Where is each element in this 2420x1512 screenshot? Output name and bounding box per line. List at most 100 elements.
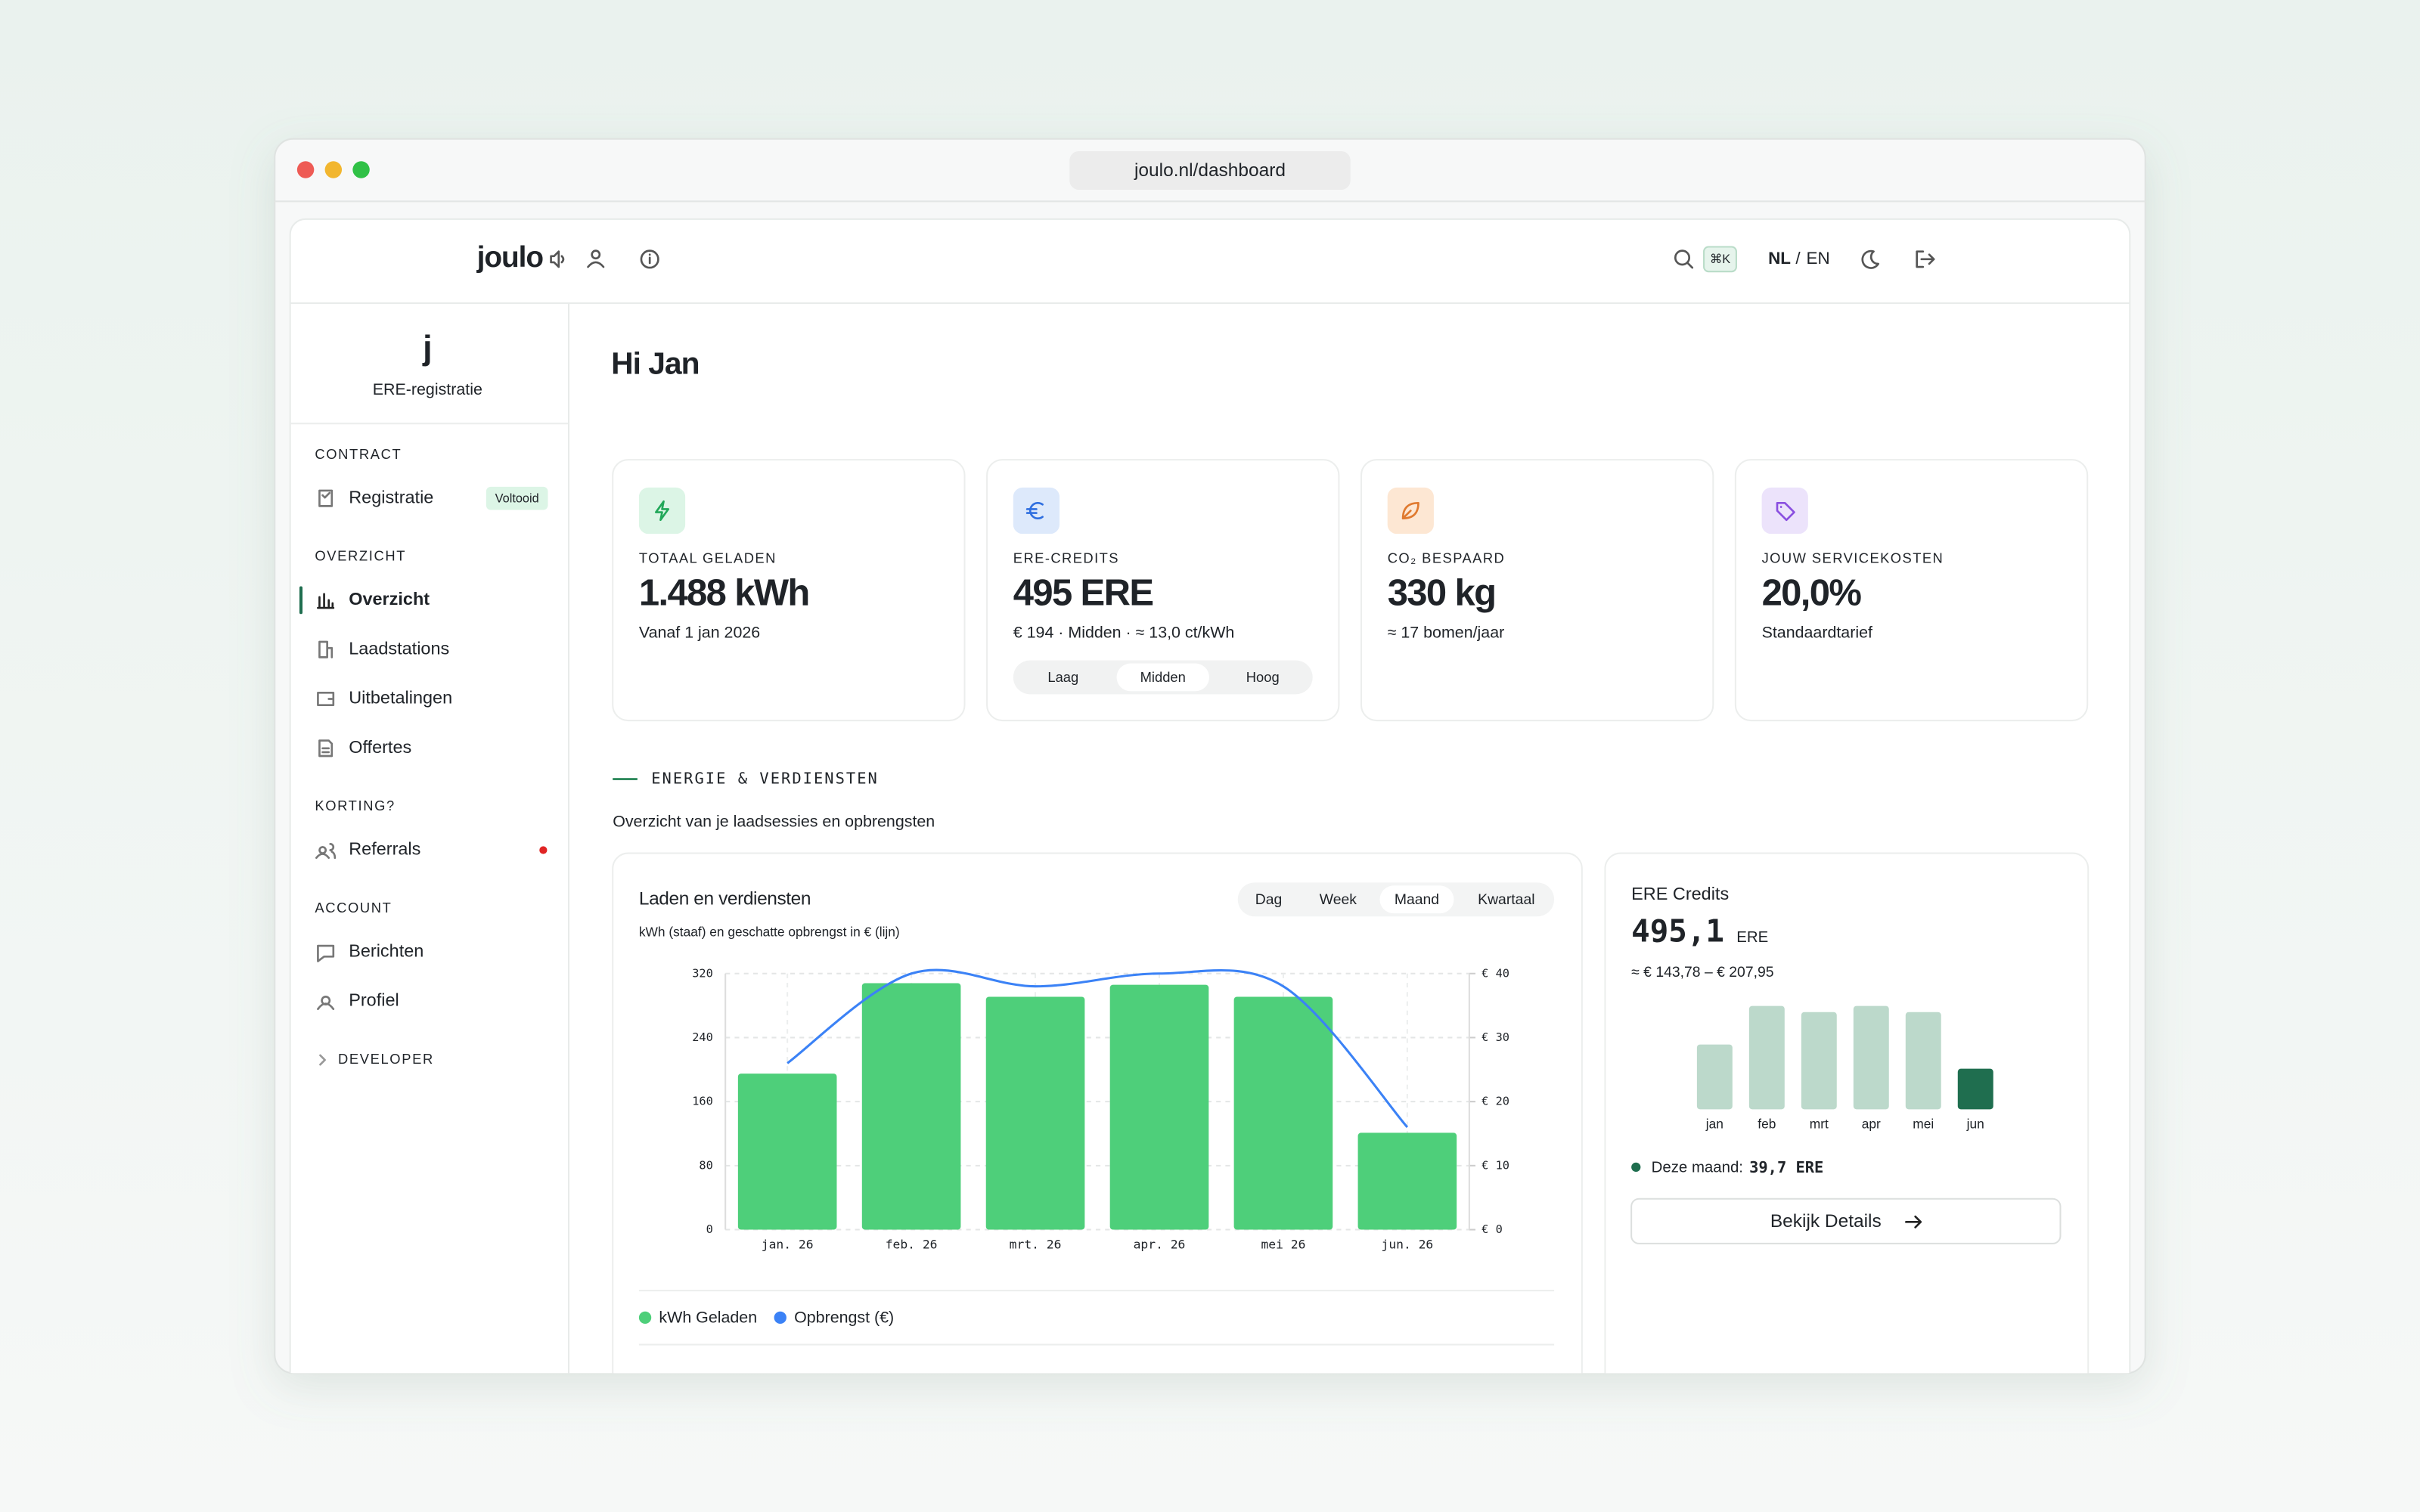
stat-icon bbox=[1025, 502, 1044, 519]
stat-icon bbox=[655, 500, 669, 522]
stat-label: ERE-CREDITS bbox=[1013, 550, 1119, 566]
sidebar-section-title: KORTING? bbox=[315, 798, 396, 813]
revenue-line bbox=[786, 968, 1409, 1129]
x-tick-label: jun. 26 bbox=[1382, 1237, 1434, 1251]
segment-active bbox=[1116, 663, 1209, 692]
theme-icon[interactable] bbox=[1861, 249, 1879, 269]
segment[interactable]: Hoog bbox=[1246, 669, 1280, 685]
stat-note: ≈ 17 bomen/jaar bbox=[1388, 623, 1505, 641]
bar bbox=[1233, 996, 1333, 1230]
nav-item[interactable]: Registratie bbox=[349, 487, 433, 507]
period-tab[interactable]: Week bbox=[1320, 891, 1357, 908]
nav-icon bbox=[318, 739, 334, 758]
nav-item[interactable]: Berichten bbox=[349, 940, 424, 960]
stat-card bbox=[612, 459, 966, 722]
bar bbox=[1357, 1132, 1457, 1230]
badge-bg bbox=[486, 486, 548, 510]
segment[interactable]: Laag bbox=[1047, 669, 1078, 685]
logout-icon[interactable] bbox=[1916, 250, 1935, 268]
credit-month: mei bbox=[1913, 1116, 1934, 1131]
stat-value: 20,0% bbox=[1762, 573, 1862, 614]
y2-tick-label: € 30 bbox=[1481, 1030, 1509, 1044]
chart-subtitle: kWh (staaf) en geschatte opbrengst in € … bbox=[639, 924, 900, 939]
sound-icon[interactable] bbox=[550, 250, 565, 268]
lang-en[interactable]: EN bbox=[1806, 249, 1829, 268]
x-tick-label: mei 26 bbox=[1261, 1237, 1305, 1251]
stat-value: 330 kg bbox=[1388, 573, 1496, 614]
nav-icon bbox=[315, 843, 337, 860]
stat-label: CO₂ BESPAARD bbox=[1388, 550, 1506, 566]
stat-label: JOUW SERVICEKOSTEN bbox=[1762, 550, 1944, 566]
close-dot[interactable] bbox=[296, 161, 315, 178]
stat-icon-bg bbox=[638, 487, 686, 534]
stat-icon bbox=[1776, 501, 1795, 522]
details-button-label: Bekijk Details bbox=[1770, 1211, 1882, 1232]
stat-value: 1.488 kWh bbox=[639, 573, 809, 614]
nav-item[interactable]: Profiel bbox=[349, 990, 399, 1010]
y-tick-label: 0 bbox=[706, 1222, 713, 1236]
section-subtitle: Overzicht van je laadsessies en opbrengs… bbox=[613, 812, 935, 830]
stat-icon bbox=[1401, 501, 1419, 520]
nav-item[interactable]: Offertes bbox=[349, 737, 411, 757]
x-tick-label: apr. 26 bbox=[1134, 1237, 1186, 1251]
credits-title: ERE Credits bbox=[1631, 884, 1729, 903]
credit-bar bbox=[1957, 1068, 1993, 1110]
credits-total: 495,1 bbox=[1631, 913, 1724, 950]
credit-bar bbox=[1905, 1012, 1941, 1110]
info-icon[interactable] bbox=[640, 249, 659, 269]
arrow-icon bbox=[1905, 1215, 1922, 1228]
expand-icon bbox=[319, 1054, 326, 1066]
stat-card bbox=[986, 459, 1340, 722]
nav-item[interactable]: Referrals bbox=[349, 839, 420, 859]
x-tick-label: mrt. 26 bbox=[1010, 1237, 1062, 1251]
developer-toggle[interactable]: DEVELOPER bbox=[338, 1051, 434, 1067]
current-value: 39,7 ERE bbox=[1749, 1158, 1823, 1176]
segment[interactable]: Midden bbox=[1140, 669, 1186, 685]
search-icon[interactable] bbox=[1674, 249, 1694, 269]
logo[interactable]: joulo bbox=[476, 241, 544, 274]
legend-swatch bbox=[774, 1311, 786, 1325]
nav-icon bbox=[318, 640, 334, 658]
bar bbox=[861, 983, 961, 1230]
lang-separator: / bbox=[1795, 249, 1801, 268]
section-title: ENERGIE & VERDIENSTEN bbox=[651, 770, 879, 788]
greeting: Hi Jan bbox=[611, 345, 699, 380]
shortcut-badge[interactable] bbox=[1703, 246, 1737, 273]
y-tick-label: 240 bbox=[692, 1030, 713, 1044]
x-tick-label: jan. 26 bbox=[762, 1237, 814, 1251]
sidebar-logo: j bbox=[422, 328, 432, 367]
nav-item[interactable]: Overzicht bbox=[349, 589, 430, 609]
period-tab[interactable]: Maand bbox=[1395, 891, 1439, 908]
stat-card bbox=[1734, 459, 2089, 722]
nav-item[interactable]: Uitbetalingen bbox=[349, 688, 452, 708]
credit-month: feb bbox=[1758, 1116, 1776, 1131]
credit-month: jan bbox=[1705, 1116, 1723, 1131]
shortcut: ⌘K bbox=[1710, 253, 1730, 266]
stat-card bbox=[1360, 459, 1714, 722]
legend-label: kWh Geladen bbox=[659, 1309, 757, 1327]
period-tab[interactable]: Dag bbox=[1255, 891, 1283, 908]
details-button[interactable] bbox=[1630, 1198, 2062, 1244]
credit-bar bbox=[1696, 1044, 1733, 1110]
lang-nl[interactable]: NL bbox=[1768, 249, 1791, 268]
sidebar-section-title: CONTRACT bbox=[315, 446, 402, 462]
credit-bar bbox=[1801, 1012, 1837, 1110]
legend-label: Opbrengst (€) bbox=[794, 1309, 894, 1327]
minimize-dot[interactable] bbox=[324, 161, 343, 178]
period-tab[interactable]: Kwartaal bbox=[1478, 891, 1534, 908]
url-bar[interactable] bbox=[1069, 151, 1351, 191]
y2-tick-label: € 0 bbox=[1481, 1222, 1503, 1236]
credit-month: apr bbox=[1862, 1116, 1881, 1131]
user-icon[interactable] bbox=[587, 249, 605, 268]
credits-range: ≈ € 143,78 – € 207,95 bbox=[1631, 964, 1773, 981]
nav-item[interactable]: Laadstations bbox=[349, 638, 449, 658]
nav-icon bbox=[317, 692, 335, 706]
y2-tick-label: € 10 bbox=[1481, 1158, 1509, 1172]
current-dot bbox=[1631, 1162, 1641, 1172]
current-label: Deze maand: bbox=[1652, 1159, 1743, 1176]
zoom-dot[interactable] bbox=[352, 161, 370, 178]
stat-icon-bg bbox=[1013, 487, 1060, 534]
alert-dot bbox=[539, 846, 548, 854]
